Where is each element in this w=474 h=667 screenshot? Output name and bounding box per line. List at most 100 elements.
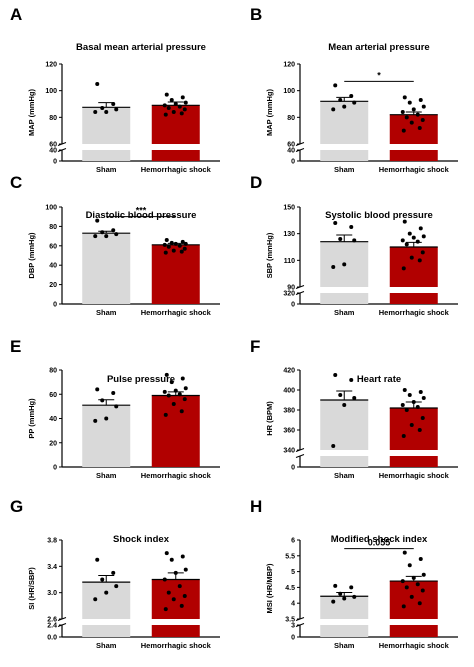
y-tick-label: 80 [49,224,57,231]
data-point [95,387,100,392]
data-point [162,242,167,247]
data-point [409,120,414,125]
y-tick-label: 150 [283,205,295,212]
data-point [166,590,171,595]
bar-lower [389,625,438,637]
data-point [401,128,406,133]
data-point [173,570,178,575]
data-point [164,551,169,556]
data-point [349,378,354,382]
data-point [163,112,168,117]
data-point [163,607,168,612]
y-tick-label: 0 [291,635,295,642]
bar [82,405,131,467]
data-point [166,106,171,110]
data-point [166,244,171,249]
bar-lower [389,293,438,304]
data-point [331,265,336,269]
y-tick-label: 3.5 [285,617,295,624]
significance-label: *** [136,206,147,216]
data-point [404,408,409,412]
y-tick-label: 3 [291,623,295,630]
data-point [415,112,420,117]
axis-break-mark [295,454,305,458]
data-point [162,389,167,394]
y-tick-label: 40 [49,148,57,155]
x-tick-label: Hemorrhagic shock [141,165,212,174]
data-point [180,239,185,244]
data-point [182,107,187,112]
data-point [169,240,174,245]
data-point [417,126,422,130]
data-point [114,584,119,589]
panel-b: B Mean arterial pressure MAP (mmHg) 60 80 100… [250,5,458,174]
data-point [401,434,406,438]
y-tick-label: 40 [287,148,295,155]
data-point [418,226,423,231]
panel-f: F Heart rate HR (BPM) 340 360 380 400 420 0 Sham H… [250,337,458,480]
bar [82,233,131,304]
data-point [100,577,105,582]
bar [389,247,438,287]
x-tick-label: Sham [96,165,117,174]
data-point [171,110,176,114]
data-point [333,373,338,377]
data-point [95,218,100,223]
panel-letter: A [10,5,22,24]
bar [320,400,369,450]
panel-title: Mean arterial pressure [328,42,429,53]
data-point [338,98,343,102]
y-tick-label: 360 [283,428,295,435]
y-tick-label: 4 [291,601,295,608]
data-point [349,225,354,229]
data-point [417,428,422,432]
x-tick-label: Sham [334,165,355,174]
panel-title: Diastolic blood pressure [86,210,197,221]
data-point [162,103,167,108]
data-point [169,380,174,385]
x-tick-label: Hemorrhagic shock [379,641,450,650]
panel-letter: E [10,337,21,356]
y-tick-label: 20 [49,282,57,289]
y-tick-label: 80 [49,368,57,375]
data-point [404,115,409,120]
data-point [420,416,425,420]
bar [389,408,438,450]
x-tick-label: Sham [334,641,355,650]
data-point [415,582,420,587]
bar [151,395,200,467]
data-point [411,107,416,112]
y-axis-label: MAP (mmHg) [27,89,36,136]
data-point [100,398,105,403]
x-tick-label: Hemorrhagic shock [379,308,450,317]
y-axis-label: SBP (mmHg) [265,232,274,278]
x-tick-label: Sham [96,641,117,650]
data-point [352,594,357,599]
data-point [171,248,176,253]
data-point [177,392,182,397]
data-point [409,423,414,427]
data-point [166,393,171,398]
data-point [163,412,168,417]
y-tick-label: 6 [291,538,295,545]
data-point [407,563,412,568]
data-point [404,585,409,590]
data-point [338,393,343,397]
y-tick-label: 100 [45,88,57,95]
panel-letter: B [250,5,262,24]
bar [389,114,438,144]
y-axis-label: HR (BPM) [265,401,274,436]
y-tick-label: 60 [287,142,295,149]
data-point [411,575,416,580]
y-tick-label: 340 [283,448,295,455]
data-point [95,557,100,562]
data-point [400,110,405,114]
data-point [420,250,425,255]
data-point [100,230,105,235]
data-point [177,584,182,589]
data-point [421,234,426,239]
data-point [402,550,407,555]
y-tick-label: 90 [287,285,295,292]
data-point [173,388,178,393]
